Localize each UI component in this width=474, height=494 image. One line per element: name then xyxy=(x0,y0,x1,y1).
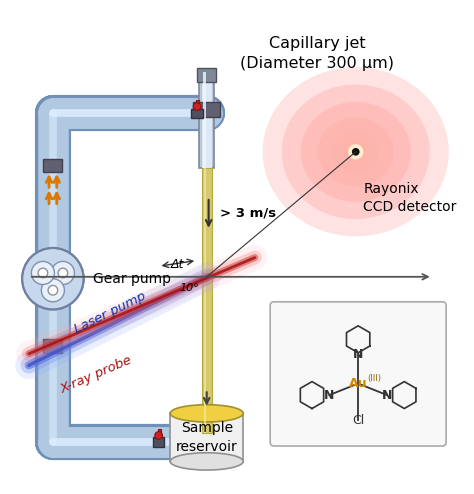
Text: > 3 m/s: > 3 m/s xyxy=(220,207,276,220)
Text: Gear pump: Gear pump xyxy=(93,272,171,286)
Ellipse shape xyxy=(170,405,243,422)
Text: N: N xyxy=(382,389,392,402)
Circle shape xyxy=(41,279,64,302)
Ellipse shape xyxy=(170,453,243,470)
Text: X-ray probe: X-ray probe xyxy=(58,354,134,396)
Text: Capillary jet
(Diameter 300 μm): Capillary jet (Diameter 300 μm) xyxy=(240,37,394,71)
FancyBboxPatch shape xyxy=(270,302,446,446)
Text: N: N xyxy=(324,389,335,402)
Circle shape xyxy=(155,432,163,439)
Circle shape xyxy=(48,286,58,295)
Circle shape xyxy=(58,268,68,278)
Circle shape xyxy=(22,248,83,310)
Bar xyxy=(43,159,63,172)
Circle shape xyxy=(348,144,364,160)
Bar xyxy=(158,429,161,436)
Bar xyxy=(153,437,164,447)
Circle shape xyxy=(352,148,360,156)
Bar xyxy=(202,72,211,168)
Text: Au: Au xyxy=(349,377,367,390)
Bar xyxy=(170,413,243,461)
Ellipse shape xyxy=(301,102,411,202)
Bar xyxy=(196,100,199,108)
Bar xyxy=(197,68,216,82)
Circle shape xyxy=(38,268,48,278)
Bar xyxy=(43,339,63,353)
Bar xyxy=(199,72,214,168)
Text: N: N xyxy=(353,348,364,361)
Circle shape xyxy=(193,103,201,111)
Ellipse shape xyxy=(343,140,368,164)
Text: Rayonix
CCD detector: Rayonix CCD detector xyxy=(364,182,457,213)
Text: Laser pump: Laser pump xyxy=(73,290,148,336)
Ellipse shape xyxy=(282,84,430,219)
Text: Cl: Cl xyxy=(352,413,364,426)
Text: Δt: Δt xyxy=(171,258,184,271)
Text: Sample
reservoir: Sample reservoir xyxy=(176,421,237,453)
Circle shape xyxy=(51,261,74,285)
Text: 10°: 10° xyxy=(180,284,200,293)
Ellipse shape xyxy=(318,117,394,186)
Bar xyxy=(193,102,220,117)
Ellipse shape xyxy=(332,131,379,173)
Circle shape xyxy=(31,261,55,285)
Text: (III): (III) xyxy=(367,374,381,383)
Bar xyxy=(191,109,203,118)
Bar xyxy=(202,168,211,433)
Bar xyxy=(204,168,206,433)
Bar xyxy=(203,72,206,168)
Ellipse shape xyxy=(263,67,449,237)
